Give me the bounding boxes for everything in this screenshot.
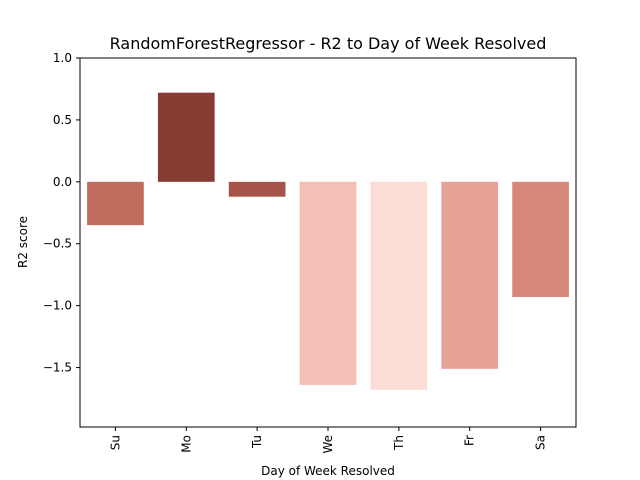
x-tick-label: Mo <box>179 435 193 453</box>
x-tick-label: We <box>321 435 335 454</box>
y-axis-label: R2 score <box>16 216 30 268</box>
bars-layer <box>87 92 569 390</box>
bar-su <box>87 181 144 226</box>
y-tick-label: −0.5 <box>43 237 72 251</box>
x-axis-label: Day of Week Resolved <box>261 464 395 478</box>
bar-th <box>370 181 428 390</box>
x-tick-label: Th <box>392 435 406 451</box>
y-tick-label: −1.5 <box>43 361 72 375</box>
bar-mo <box>157 92 215 182</box>
plot-frame <box>79 57 577 428</box>
y-tick-label: −1.0 <box>43 299 72 313</box>
chart-title: RandomForestRegressor - R2 to Day of Wee… <box>110 34 547 53</box>
bar-we <box>299 181 357 385</box>
y-axis-ticks: 1.0 0.5 0.0 −0.5 −1.0 −1.5 <box>43 51 80 375</box>
bar-sa <box>512 181 569 297</box>
x-axis-ticks: Su Mo Tu We Th Fr Sa <box>108 427 548 454</box>
y-tick-label: 0.0 <box>53 175 72 189</box>
x-tick-label: Tu <box>250 435 264 449</box>
y-tick-label: 0.5 <box>53 113 72 127</box>
x-tick-label: Su <box>108 435 122 450</box>
y-tick-label: 1.0 <box>53 51 72 65</box>
x-tick-label: Sa <box>534 435 548 450</box>
bar-tu <box>228 181 286 197</box>
bar-fr <box>441 181 499 369</box>
x-tick-label: Fr <box>463 435 477 446</box>
